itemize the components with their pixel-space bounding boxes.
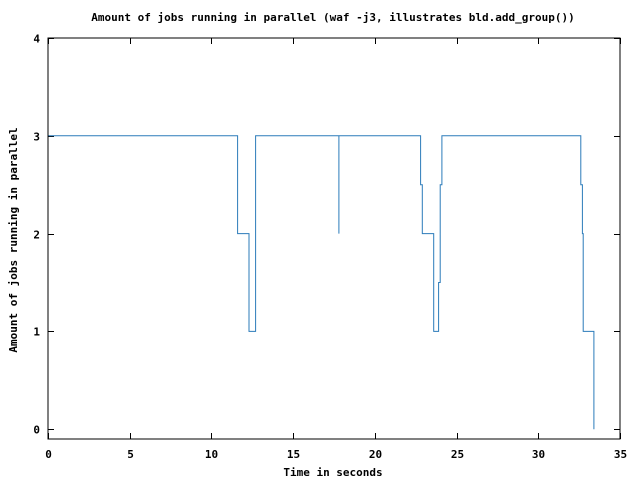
y-tick-label: 0 bbox=[33, 424, 40, 437]
x-tick-label: 0 bbox=[45, 448, 52, 461]
y-tick-label: 2 bbox=[33, 229, 40, 242]
x-tick-label: 30 bbox=[532, 448, 545, 461]
axis-ticks bbox=[48, 38, 621, 439]
series-line bbox=[48, 135, 595, 430]
tick-labels: 0 5 10 15 20 25 30 35 0 1 2 3 4 bbox=[33, 33, 627, 462]
x-tick-label: 25 bbox=[451, 448, 464, 461]
x-axis-label: Time in seconds bbox=[283, 466, 382, 479]
x-tick-label: 10 bbox=[205, 448, 218, 461]
x-tick-label: 35 bbox=[614, 448, 627, 461]
x-tick-label: 5 bbox=[127, 448, 134, 461]
y-tick-label: 4 bbox=[33, 33, 40, 46]
x-tick-label: 20 bbox=[369, 448, 382, 461]
y-axis-label: Amount of jobs running in parallel bbox=[7, 127, 20, 352]
chart-title: Amount of jobs running in parallel (waf … bbox=[91, 11, 574, 24]
y-tick-label: 3 bbox=[33, 131, 40, 144]
x-tick-label: 15 bbox=[287, 448, 300, 461]
y-tick-label: 1 bbox=[33, 326, 40, 339]
plot-frame bbox=[47, 37, 621, 440]
